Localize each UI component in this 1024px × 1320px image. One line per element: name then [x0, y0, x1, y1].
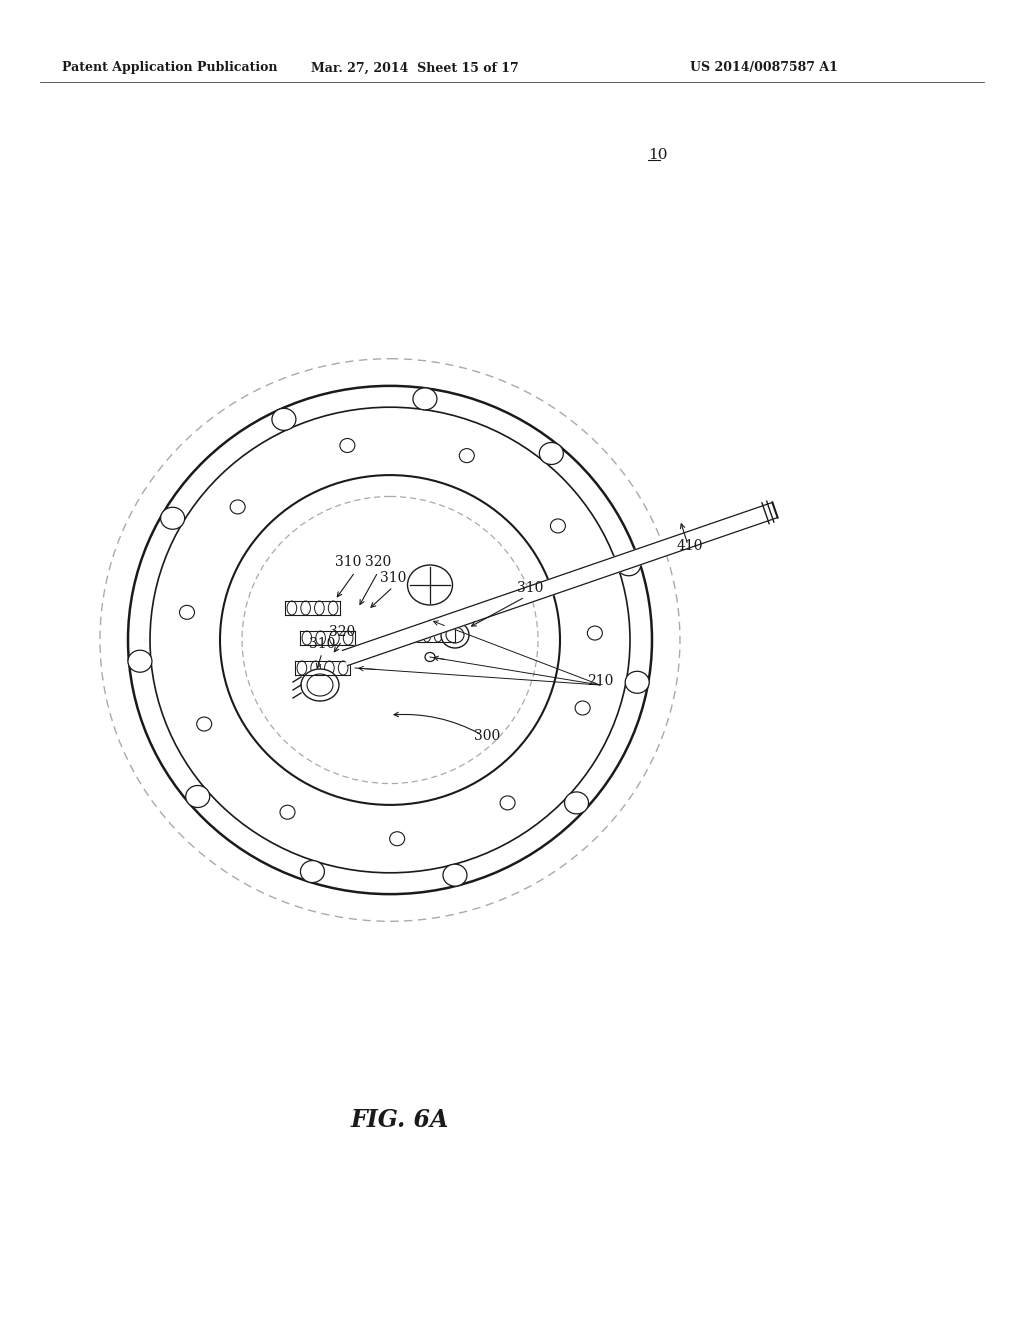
Text: 310: 310: [517, 581, 543, 595]
Text: 410: 410: [677, 539, 703, 553]
Ellipse shape: [445, 628, 454, 642]
Ellipse shape: [185, 785, 210, 808]
Ellipse shape: [413, 388, 437, 411]
Ellipse shape: [297, 661, 306, 675]
Ellipse shape: [338, 661, 348, 675]
Ellipse shape: [272, 408, 296, 430]
Ellipse shape: [161, 507, 184, 529]
Ellipse shape: [340, 438, 355, 453]
Text: Mar. 27, 2014  Sheet 15 of 17: Mar. 27, 2014 Sheet 15 of 17: [311, 62, 519, 74]
Text: Patent Application Publication: Patent Application Publication: [62, 62, 278, 74]
Text: US 2014/0087587 A1: US 2014/0087587 A1: [690, 62, 838, 74]
Ellipse shape: [434, 628, 442, 642]
Text: 310: 310: [335, 554, 361, 569]
Ellipse shape: [423, 628, 431, 642]
Text: 320: 320: [365, 554, 391, 569]
Ellipse shape: [443, 865, 467, 886]
Ellipse shape: [564, 792, 589, 814]
Ellipse shape: [425, 652, 435, 661]
Text: 10: 10: [648, 148, 668, 162]
Ellipse shape: [301, 601, 310, 615]
Ellipse shape: [230, 500, 245, 513]
Text: 300: 300: [474, 729, 500, 743]
Ellipse shape: [500, 796, 515, 810]
Ellipse shape: [408, 565, 453, 605]
Ellipse shape: [197, 717, 212, 731]
Ellipse shape: [343, 631, 353, 645]
Ellipse shape: [329, 601, 338, 615]
Ellipse shape: [441, 622, 469, 648]
Ellipse shape: [128, 651, 152, 672]
Ellipse shape: [575, 701, 590, 715]
Ellipse shape: [626, 672, 649, 693]
Ellipse shape: [325, 661, 334, 675]
Ellipse shape: [460, 449, 474, 462]
Text: 310: 310: [309, 638, 335, 651]
Ellipse shape: [179, 606, 195, 619]
Text: 320: 320: [329, 624, 355, 639]
Ellipse shape: [301, 669, 339, 701]
Ellipse shape: [315, 631, 326, 645]
Text: 210: 210: [587, 675, 613, 688]
Ellipse shape: [300, 861, 325, 883]
Ellipse shape: [390, 832, 404, 846]
Text: FIG. 6A: FIG. 6A: [351, 1107, 450, 1133]
Ellipse shape: [412, 628, 420, 642]
Ellipse shape: [280, 805, 295, 820]
Ellipse shape: [287, 601, 297, 615]
Ellipse shape: [330, 631, 339, 645]
Ellipse shape: [551, 519, 565, 533]
Ellipse shape: [588, 626, 602, 640]
Ellipse shape: [540, 442, 563, 465]
Ellipse shape: [302, 631, 311, 645]
Polygon shape: [342, 503, 777, 665]
Text: 310: 310: [380, 572, 407, 585]
Ellipse shape: [616, 554, 641, 576]
Ellipse shape: [314, 601, 325, 615]
Ellipse shape: [311, 661, 321, 675]
